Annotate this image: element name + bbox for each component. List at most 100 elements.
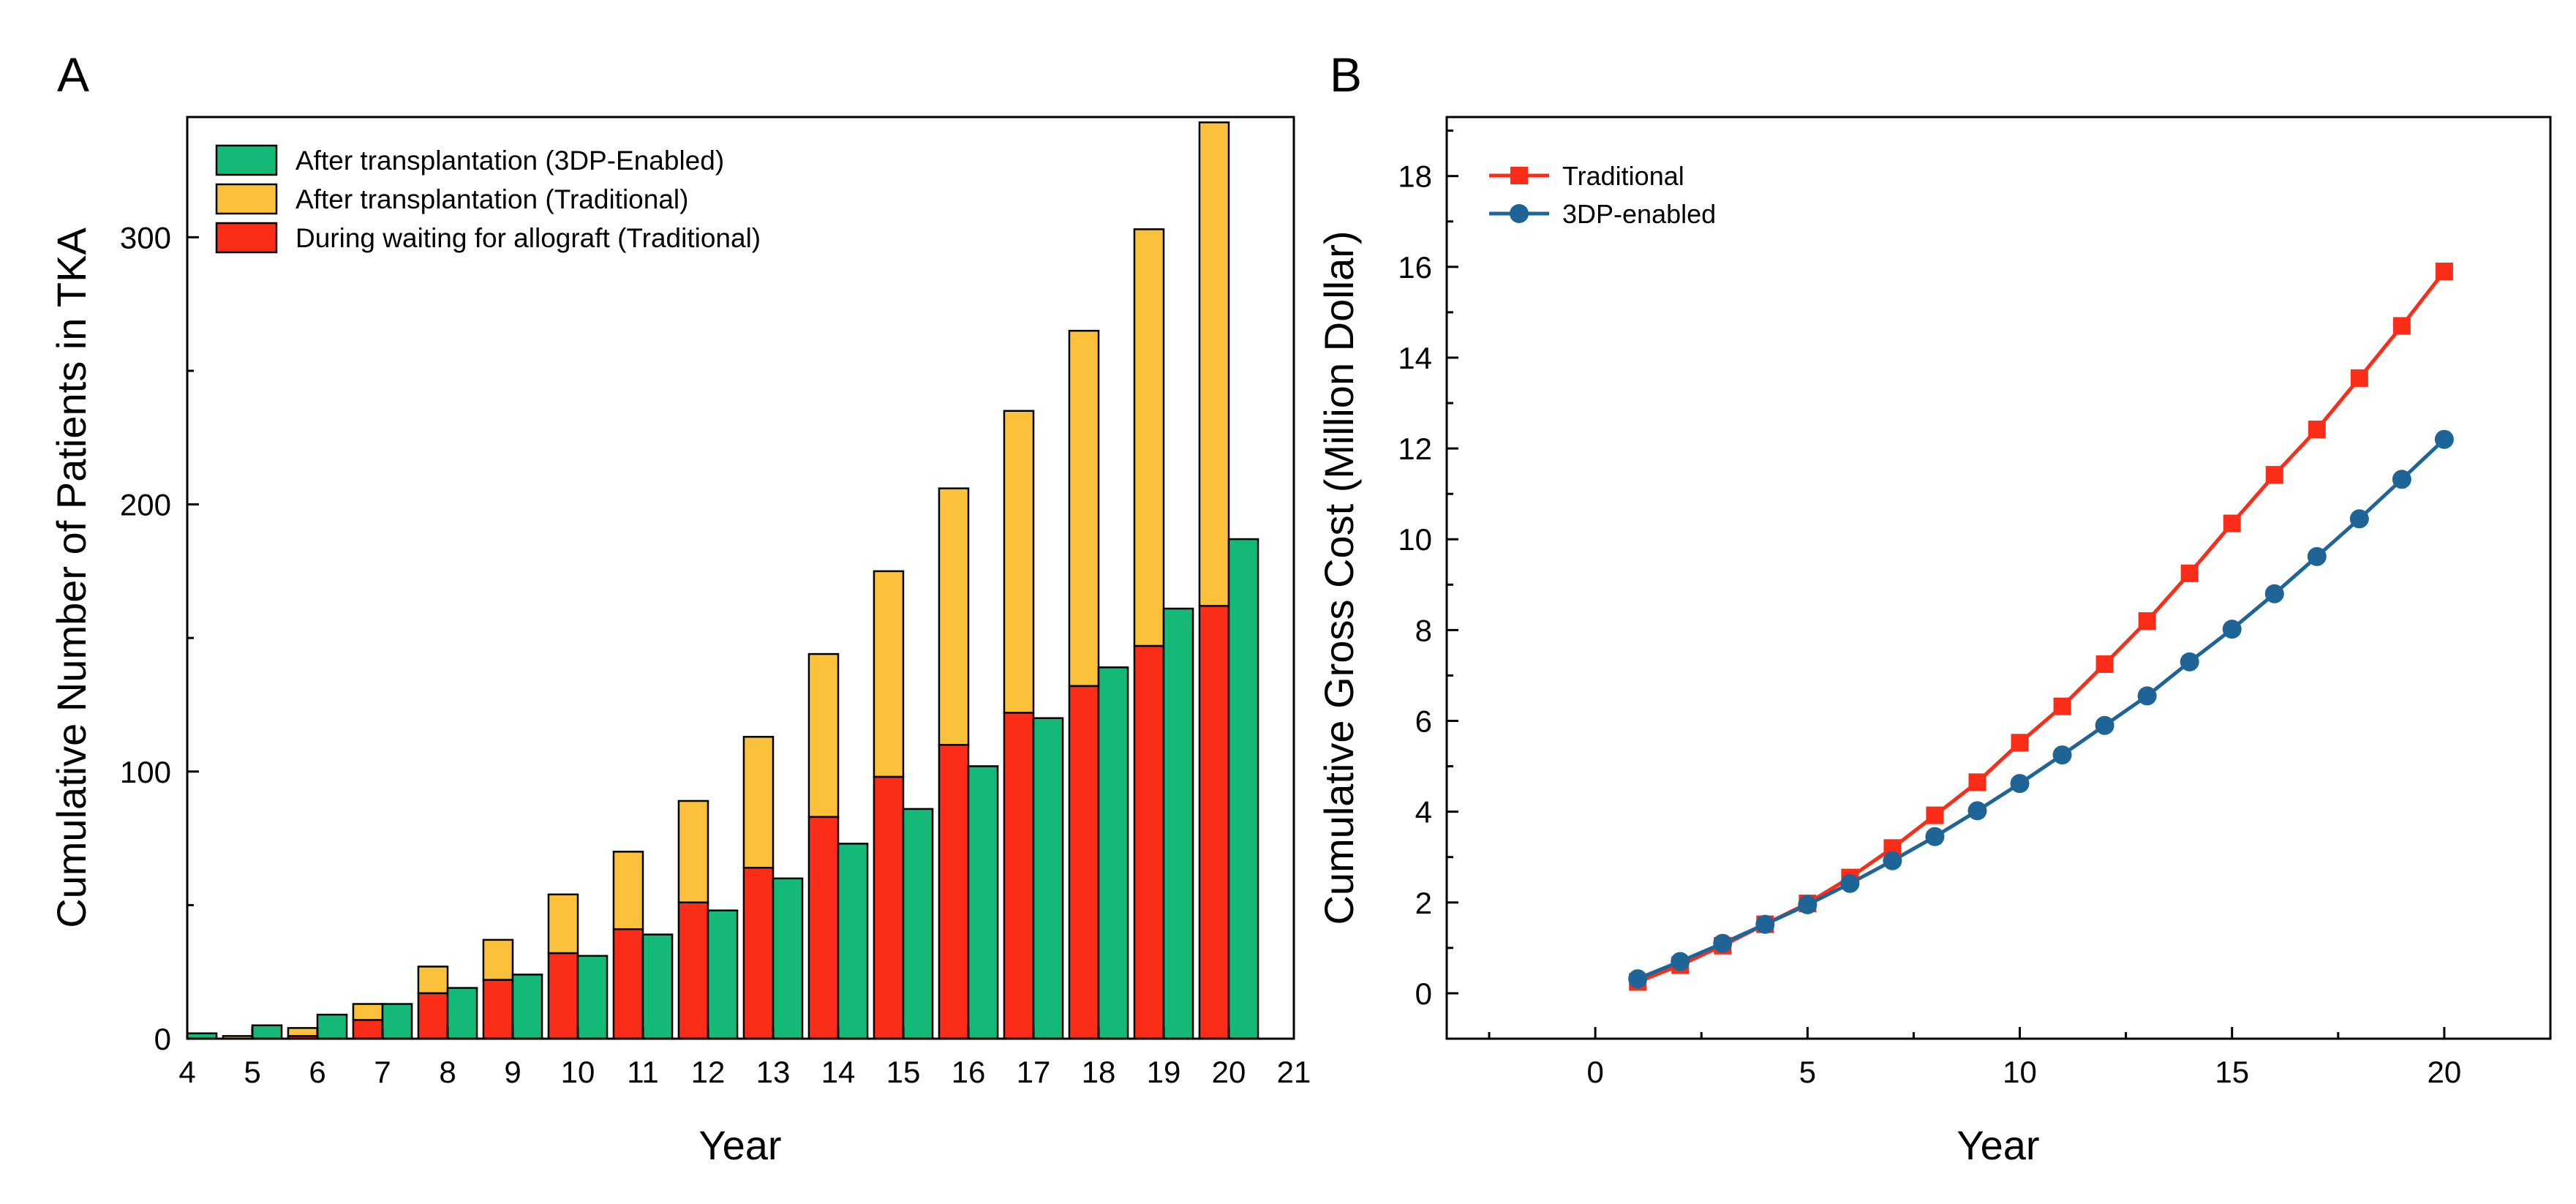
- a-x-tick-label-8: 8: [439, 1055, 456, 1089]
- series-0-point-18: [2350, 369, 2368, 387]
- series-1-point-14: [2180, 652, 2199, 671]
- panel-a-bars: [186, 121, 1259, 1040]
- bar-3dp-after-8: [446, 987, 478, 1040]
- bar-traditional-waiting-13: [742, 867, 775, 1040]
- series-0-point-20: [2435, 263, 2453, 281]
- bar-traditional-waiting-18: [1068, 685, 1100, 1040]
- series-1-point-18: [2349, 509, 2369, 529]
- bar-traditional-after-16: [938, 487, 970, 746]
- panel-b-y-axis-title: Cumulative Gross Cost (Million Dollar): [1316, 230, 1362, 925]
- bar-traditional-after-15: [873, 570, 905, 778]
- a-x-tick-label-21: 21: [1277, 1055, 1311, 1089]
- series-1-point-2: [1671, 952, 1690, 971]
- series-1-point-3: [1713, 933, 1733, 953]
- bar-3dp-after-18: [1097, 666, 1129, 1040]
- series-0-point-13: [2138, 612, 2156, 630]
- b-x-tick-label-0: 0: [1586, 1055, 1603, 1089]
- b-y-tick-label-4: 4: [1415, 795, 1432, 829]
- panel-a-y-axis-title: Cumulative Number of Patients in TKA: [48, 227, 94, 928]
- bar-traditional-waiting-15: [873, 775, 905, 1040]
- a-x-tick-label-18: 18: [1082, 1055, 1116, 1089]
- bar-3dp-after-14: [837, 843, 869, 1040]
- series-line-0: [1637, 270, 2446, 984]
- bar-traditional-after-20: [1198, 121, 1230, 607]
- legend-marker-0: [1510, 167, 1528, 184]
- legend-label-waiting_traditional: During waiting for allograft (Traditiona…: [295, 223, 761, 253]
- a-x-tick-label-5: 5: [244, 1055, 260, 1089]
- series-1-point-20: [2434, 429, 2454, 449]
- panel-b-lines: [1628, 263, 2454, 991]
- bar-3dp-after-12: [707, 909, 739, 1040]
- bar-traditional-after-19: [1133, 228, 1165, 647]
- bar-traditional-waiting-11: [612, 928, 644, 1040]
- a-x-tick-label-11: 11: [627, 1055, 659, 1089]
- a-y-tick-label-0: 0: [154, 1022, 171, 1056]
- series-0-point-15: [2223, 514, 2241, 533]
- legend-label-after_3dp: After transplantation (3DP-Enabled): [295, 146, 724, 176]
- bar-3dp-after-20: [1227, 538, 1259, 1040]
- bar-traditional-waiting-10: [547, 952, 579, 1040]
- series-0-point-17: [2308, 421, 2326, 439]
- b-x-tick-label-10: 10: [2003, 1055, 2037, 1089]
- series-0-point-11: [2053, 697, 2071, 715]
- bar-3dp-after-16: [967, 765, 999, 1040]
- bar-traditional-after-17: [1003, 410, 1035, 714]
- series-1-point-16: [2264, 584, 2284, 603]
- bar-traditional-waiting-20: [1198, 605, 1230, 1040]
- a-x-tick-label-13: 13: [756, 1055, 791, 1089]
- series-1-point-6: [1840, 873, 1860, 893]
- series-1-point-7: [1883, 851, 1902, 870]
- panel-a-plot-frame: [186, 116, 1295, 1040]
- legend-label-0: Traditional: [1562, 161, 1684, 191]
- bar-traditional-waiting-9: [482, 979, 514, 1040]
- bar-traditional-after-6: [287, 1027, 319, 1037]
- legend-label-1: 3DP-enabled: [1562, 199, 1716, 229]
- panel-a-ticks: 4 5 6 7 8 9 10 11 12 13 14 15 16 17 18 19 20 21 0 100 200 300: [120, 220, 1311, 1089]
- b-y-tick-label-18: 18: [1398, 159, 1432, 194]
- bar-3dp-after-9: [511, 974, 543, 1040]
- series-1-point-17: [2307, 546, 2327, 566]
- series-0-point-10: [2011, 734, 2029, 752]
- b-y-tick-label-12: 12: [1398, 432, 1432, 466]
- bar-3dp-after-7: [381, 1003, 413, 1040]
- panel-b-plot-frame: [1445, 116, 2552, 1040]
- legend-swatch-after_3dp: [215, 144, 278, 176]
- series-0-point-19: [2392, 317, 2411, 335]
- panel-a-letter: A: [57, 48, 89, 102]
- b-x-tick-label-5: 5: [1799, 1055, 1816, 1089]
- a-x-tick-label-7: 7: [374, 1055, 391, 1089]
- bar-traditional-waiting-14: [807, 816, 840, 1040]
- legend-marker-1: [1510, 204, 1529, 223]
- series-0-point-16: [2265, 466, 2283, 484]
- a-x-tick-label-10: 10: [561, 1055, 595, 1089]
- a-x-tick-label-19: 19: [1147, 1055, 1181, 1089]
- series-1-point-19: [2392, 470, 2411, 489]
- b-y-tick-label-14: 14: [1398, 341, 1432, 375]
- bar-3dp-after-19: [1162, 607, 1194, 1040]
- bar-traditional-after-12: [677, 799, 709, 903]
- bar-traditional-after-11: [612, 851, 644, 930]
- bar-traditional-after-10: [547, 893, 579, 955]
- series-1-point-4: [1755, 914, 1775, 934]
- bar-traditional-after-14: [807, 652, 840, 819]
- bar-traditional-after-8: [417, 966, 449, 995]
- b-y-tick-label-2: 2: [1415, 886, 1432, 920]
- bar-traditional-waiting-19: [1133, 644, 1165, 1040]
- b-y-tick-label-6: 6: [1415, 704, 1432, 739]
- panel-b-legend: Traditional 3DP-enabled: [1489, 161, 1716, 229]
- bar-traditional-waiting-7: [352, 1019, 384, 1040]
- panel-a: A 4 5 6 7 8 9 10 11 12 13 14 15 16 17 18 19 20 21 0 100 200 3…: [48, 48, 1311, 1168]
- bar-traditional-waiting-8: [417, 992, 449, 1040]
- series-0-point-9: [1968, 773, 1986, 791]
- series-line-1: [1637, 437, 2446, 981]
- bar-traditional-after-13: [742, 736, 775, 869]
- series-1-point-13: [2137, 686, 2157, 706]
- bar-traditional-waiting-17: [1003, 712, 1035, 1040]
- series-0-point-8: [1926, 806, 1944, 824]
- a-x-tick-label-4: 4: [178, 1055, 195, 1089]
- a-y-tick-label-100: 100: [120, 755, 171, 789]
- bar-traditional-after-18: [1068, 329, 1100, 688]
- a-x-tick-label-16: 16: [952, 1055, 986, 1089]
- a-y-tick-label-200: 200: [120, 488, 171, 522]
